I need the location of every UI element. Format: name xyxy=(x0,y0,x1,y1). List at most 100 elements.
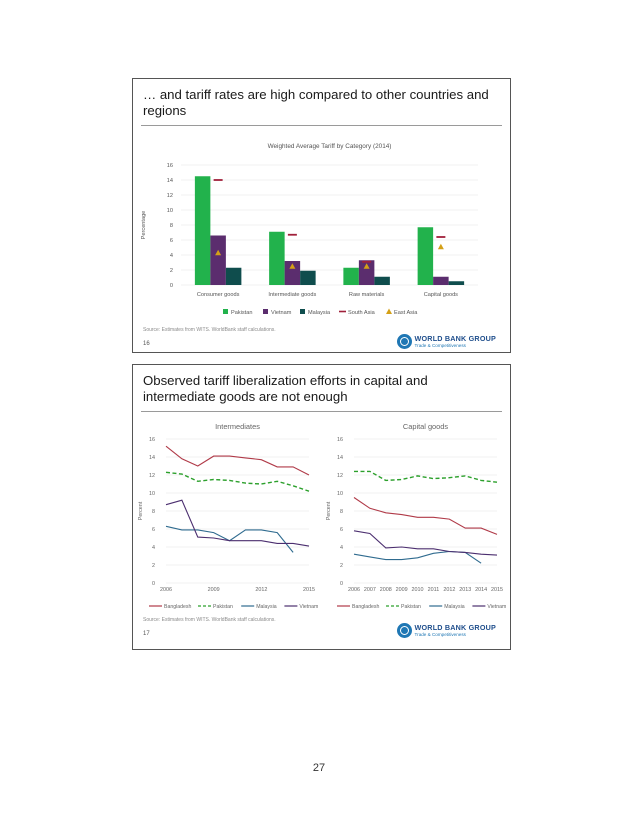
x-tick-label: 2007 xyxy=(364,587,376,593)
legend-item: Bangladesh xyxy=(337,604,380,610)
legend-item: East Asia xyxy=(386,308,418,316)
y-tick-label: 6 xyxy=(152,527,155,533)
x-tick-label: 2014 xyxy=(475,587,487,593)
legend-label: Bangladesh xyxy=(164,604,192,610)
marker-east-asia xyxy=(215,249,222,256)
intermediates-line-chart: Intermediates 0 2 4 6 8 10 12 14 16 Percent 2006 200… xyxy=(138,422,318,610)
globe-icon xyxy=(396,623,412,638)
legend-item: South Asia xyxy=(339,310,376,316)
y-tick-label: 2 xyxy=(170,268,173,274)
y-tick-label: 14 xyxy=(337,455,343,461)
legend-label: Vietnam xyxy=(299,604,318,610)
x-tick-label: 2010 xyxy=(412,587,424,593)
legend-swatch xyxy=(300,309,305,314)
legend-item: Pakistan xyxy=(386,604,421,610)
bar-vietnam xyxy=(358,260,375,285)
bar-pakistan xyxy=(194,176,211,285)
line-vietnam xyxy=(165,499,310,547)
y-tick-label: 16 xyxy=(149,437,155,443)
bar-malaysia xyxy=(300,270,316,285)
x-tick-label: 2011 xyxy=(428,587,440,593)
x-tick-label: 2012 xyxy=(443,587,455,593)
slide-number: 16 xyxy=(143,341,150,347)
world-bank-logo: WORLD BANK GROUP Trade & Competitiveness xyxy=(396,622,496,638)
x-tick-label: 2012 xyxy=(255,587,267,593)
slide-title: … and tariff rates are high compared to … xyxy=(143,87,489,118)
legend-swatch xyxy=(386,308,392,314)
legend-swatch xyxy=(223,309,228,314)
chart-title: Intermediates xyxy=(215,422,260,431)
legend-label: East Asia xyxy=(394,310,418,316)
bar-pakistan xyxy=(417,227,434,285)
logo-name: WORLD BANK GROUP xyxy=(414,333,496,343)
weighted-tariff-bar-chart: Weighted Average Tariff by Category (201… xyxy=(141,143,478,316)
x-tick-label: 2006 xyxy=(160,587,172,593)
legend-swatch xyxy=(263,309,268,314)
x-tick-label: Intermediate goods xyxy=(268,292,316,298)
y-tick-label: 0 xyxy=(152,581,155,587)
globe-icon xyxy=(396,334,412,349)
y-axis-label: Percent xyxy=(326,501,332,520)
line-bangladesh xyxy=(353,497,498,535)
marker-east-asia xyxy=(437,243,444,250)
legend-label: Pakistan xyxy=(401,604,421,610)
source-note: Source: Estimates from WITS. WorldBank s… xyxy=(143,327,276,333)
legend-item: Malaysia xyxy=(241,604,277,610)
y-tick-label: 12 xyxy=(167,193,173,199)
logo-name: WORLD BANK GROUP xyxy=(414,622,496,632)
y-tick-label: 8 xyxy=(170,223,173,229)
y-tick-label: 12 xyxy=(337,473,343,479)
y-tick-label: 10 xyxy=(149,491,155,497)
y-tick-label: 6 xyxy=(340,527,343,533)
y-tick-label: 0 xyxy=(170,283,173,289)
slide-number: 17 xyxy=(143,631,150,637)
capital-goods-line-chart: Capital goods 0 2 4 6 8 10 12 14 16 Percent 2006 200… xyxy=(326,422,506,610)
y-tick-label: 4 xyxy=(152,545,155,551)
bar-pakistan xyxy=(269,231,285,285)
x-tick-label: Capital goods xyxy=(424,292,458,298)
x-tick-label: 2008 xyxy=(380,587,392,593)
logo-subtitle: Trade & Competitiveness xyxy=(414,631,466,637)
page-number: 27 xyxy=(312,762,326,774)
legend-label: Malaysia xyxy=(256,604,277,610)
y-tick-label: 10 xyxy=(337,491,343,497)
bar-malaysia xyxy=(448,281,465,285)
line-vietnam xyxy=(353,530,498,556)
title-divider xyxy=(141,125,502,126)
legend-item: Malaysia xyxy=(300,309,331,316)
title-divider xyxy=(141,411,502,412)
world-bank-logo: WORLD BANK GROUP Trade & Competitiveness xyxy=(396,333,496,349)
bar-malaysia xyxy=(225,267,242,285)
y-tick-label: 8 xyxy=(152,509,155,515)
y-tick-label: 14 xyxy=(167,178,173,184)
legend-label: South Asia xyxy=(348,310,376,316)
y-tick-label: 12 xyxy=(149,473,155,479)
y-tick-label: 2 xyxy=(152,563,155,569)
x-tick-label: 2013 xyxy=(459,587,471,593)
marker-east-asia xyxy=(363,263,370,269)
legend-label: Pakistan xyxy=(231,310,252,316)
logo-subtitle: Trade & Competitiveness xyxy=(414,342,466,348)
line-pakistan xyxy=(165,471,310,492)
bar-pakistan xyxy=(343,267,359,285)
legend-label: Bangladesh xyxy=(352,604,380,610)
y-tick-label: 4 xyxy=(340,545,343,551)
y-tick-label: 2 xyxy=(340,563,343,569)
slide-tariff-liberalization: Observed tariff liberalization efforts i… xyxy=(132,364,511,650)
y-tick-label: 6 xyxy=(170,238,173,244)
legend-item: Vietnam xyxy=(284,604,318,610)
legend-item: Pakistan xyxy=(223,309,252,316)
x-tick-label: 2009 xyxy=(396,587,408,593)
legend-label: Vietnam xyxy=(487,604,506,610)
legend-item: Malaysia xyxy=(429,604,465,610)
x-tick-label: Consumer goods xyxy=(197,292,240,298)
y-tick-label: 10 xyxy=(167,208,173,214)
chart-title: Capital goods xyxy=(403,422,449,431)
y-tick-label: 4 xyxy=(170,253,173,259)
chart-title: Weighted Average Tariff by Category (201… xyxy=(268,143,392,150)
legend-label: Vietnam xyxy=(271,310,292,316)
bar-malaysia xyxy=(374,276,390,285)
slide-tariff-rates: … and tariff rates are high compared to … xyxy=(132,78,511,353)
legend-label: Pakistan xyxy=(213,604,233,610)
line-malaysia xyxy=(165,525,294,553)
